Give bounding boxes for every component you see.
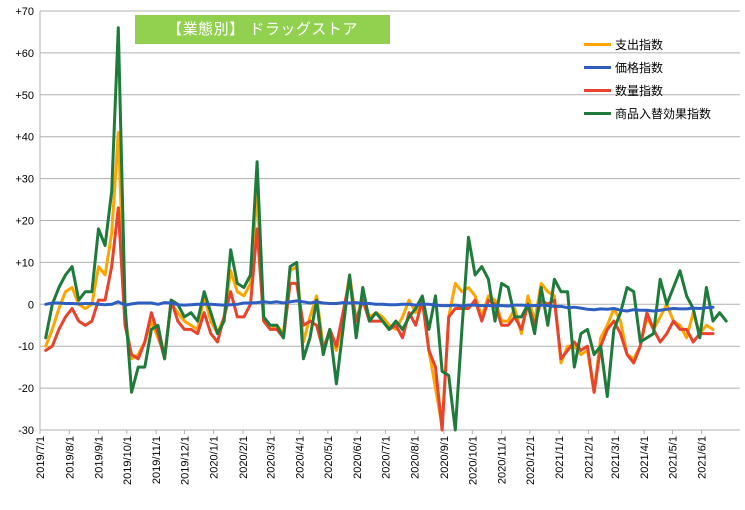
series-line-3 xyxy=(44,26,728,432)
y-tick-label: +20 xyxy=(15,216,34,228)
series-line-1 xyxy=(44,299,715,313)
legend-item-product-replacement: 商品入替効果指数 xyxy=(584,102,711,125)
x-tick-label: 2020/11/1 xyxy=(497,436,509,484)
legend-swatch-price xyxy=(584,66,611,69)
series-line-2 xyxy=(44,206,715,432)
x-tick-label: 2020/10/1 xyxy=(467,436,479,485)
legend-item-price: 価格指数 xyxy=(584,56,711,79)
legend-item-quantity: 数量指数 xyxy=(584,79,711,102)
x-tick-label: 2020/9/1 xyxy=(439,436,451,479)
x-tick-label: 2019/10/1 xyxy=(122,436,134,485)
gridlines xyxy=(39,10,740,431)
legend-label-product-replacement: 商品入替効果指数 xyxy=(615,107,712,121)
x-tick-label: 2019/12/1 xyxy=(179,436,191,485)
x-tick-label: 2021/5/1 xyxy=(667,436,679,479)
x-tick-label: 2019/9/1 xyxy=(94,436,106,479)
legend-label-price: 価格指数 xyxy=(615,61,664,75)
legend-item-spending: 支出指数 xyxy=(584,33,711,56)
x-tick-label: 2019/7/1 xyxy=(35,436,47,479)
legend-swatch-spending xyxy=(584,43,611,46)
legend: 支出指数 価格指数 数量指数 商品入替効果指数 xyxy=(584,33,711,125)
x-tick-label: 2020/6/1 xyxy=(352,436,364,479)
y-tick-label: +50 xyxy=(15,90,34,102)
legend-label-spending: 支出指数 xyxy=(615,38,664,52)
x-tick-label: 2021/3/1 xyxy=(610,436,622,479)
x-tick-label: 2020/4/1 xyxy=(295,436,307,479)
chart-title: 【業態別】 ドラッグストア xyxy=(135,15,390,44)
y-tick-label: +60 xyxy=(15,48,34,60)
x-axis-ticks: 2019/7/1 2019/8/1 2019/9/1 2019/10/1 2019/11… xyxy=(35,430,709,485)
y-tick-label: 0 xyxy=(28,299,34,311)
x-tick-label: 2021/2/1 xyxy=(583,436,595,479)
y-tick-label: +10 xyxy=(15,257,34,269)
series-lines xyxy=(44,26,728,432)
x-tick-label: 2020/7/1 xyxy=(380,436,392,479)
x-tick-label: 2020/2/1 xyxy=(238,436,250,479)
x-tick-label: 2020/5/1 xyxy=(323,436,335,479)
x-tick-label: 2020/12/1 xyxy=(525,436,537,485)
y-tick-label: +40 xyxy=(15,132,34,144)
y-tick-label: -30 xyxy=(18,425,34,437)
series-line-0 xyxy=(44,131,715,428)
x-tick-label: 2020/3/1 xyxy=(265,436,277,479)
y-axis-ticks: -30 -20 -10 0 +10 +20 +30 +40 +50 +60 +70 xyxy=(15,6,34,437)
y-tick-label: +30 xyxy=(15,174,34,186)
y-tick-label: -10 xyxy=(18,341,34,353)
x-tick-label: 2019/8/1 xyxy=(64,436,76,479)
legend-swatch-product-replacement xyxy=(584,112,611,115)
legend-swatch-quantity xyxy=(584,89,611,92)
legend-label-quantity: 数量指数 xyxy=(615,84,664,98)
x-tick-label: 2021/6/1 xyxy=(697,436,709,479)
y-tick-label: -20 xyxy=(18,383,34,395)
x-tick-label: 2019/11/1 xyxy=(151,436,163,484)
x-tick-label: 2020/8/1 xyxy=(410,436,422,479)
x-tick-label: 2021/1/1 xyxy=(554,436,566,479)
y-tick-label: +70 xyxy=(15,6,34,18)
x-tick-label: 2020/1/1 xyxy=(209,436,221,479)
x-tick-label: 2021/4/1 xyxy=(639,436,651,479)
